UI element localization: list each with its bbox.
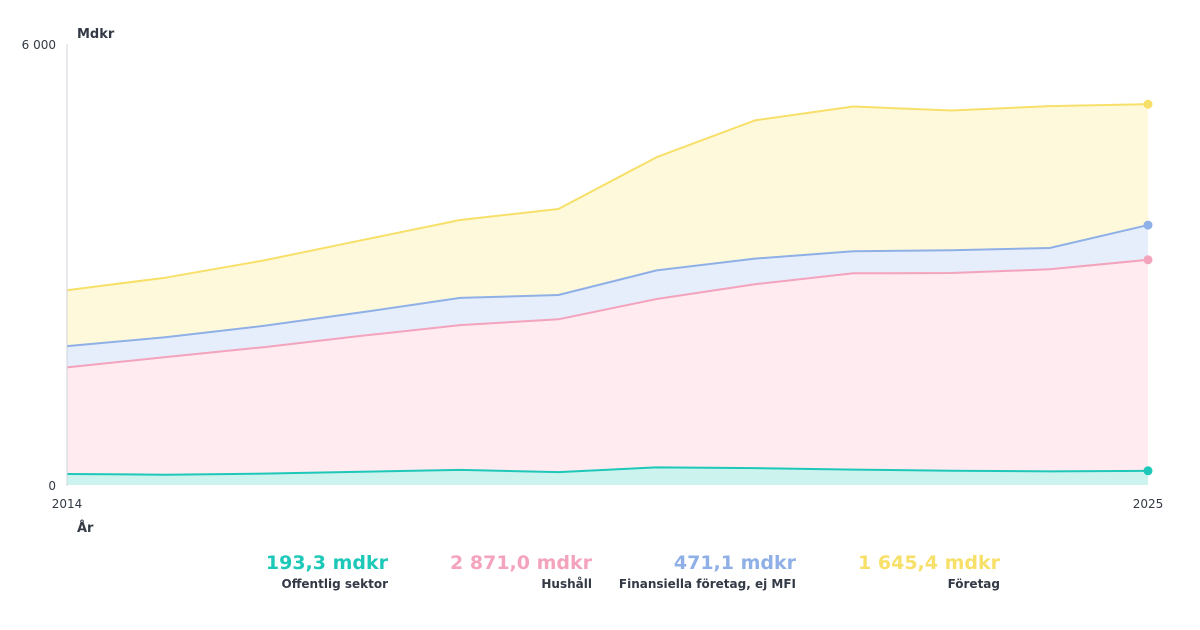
legend-item-hushall: 2 871,0 mdkr Hushåll <box>402 550 592 592</box>
legend-series-name: Finansiella företag, ej MFI <box>618 577 796 591</box>
legend: 193,3 mdkr Offentlig sektor 2 871,0 mdkr… <box>0 550 1200 600</box>
area-finansiella-f-retag-ej-mfi <box>67 225 1148 368</box>
x-tick-label-end: 2025 <box>1133 497 1164 511</box>
line-f-retag <box>66 103 1149 292</box>
line-layer <box>66 103 1149 476</box>
endpoint-dot-finansiella-f-retag-ej-mfi[interactable] <box>1143 220 1153 230</box>
line-offentlig-sektor <box>66 466 1149 476</box>
x-unit-label: År <box>77 520 94 536</box>
y-tick-label-max: 6 000 <box>22 38 56 52</box>
y-tick-label-zero: 0 <box>48 479 56 493</box>
legend-value: 2 871,0 mdkr <box>450 552 592 574</box>
area-layer <box>67 104 1148 485</box>
endpoint-dot-f-retag[interactable] <box>1143 99 1153 109</box>
legend-series-name: Hushåll <box>541 577 592 591</box>
x-tick-label-start: 2014 <box>52 497 83 511</box>
legend-item-foretag: 1 645,4 mdkr Företag <box>808 550 1000 592</box>
legend-value: 471,1 mdkr <box>673 552 796 574</box>
line-finansiella-f-retag-ej-mfi <box>66 224 1149 348</box>
endpoint-dot-hush-ll[interactable] <box>1143 255 1153 265</box>
endpoint-dots <box>1143 99 1153 476</box>
area-hush-ll <box>67 259 1148 475</box>
area-f-retag <box>67 104 1148 347</box>
endpoint-dot-offentlig-sektor[interactable] <box>1143 466 1153 476</box>
legend-item-offentlig-sektor: 193,3 mdkr Offentlig sektor <box>200 550 388 592</box>
legend-item-finansiella-foretag: 471,1 mdkr Finansiella företag, ej MFI <box>604 550 796 592</box>
legend-series-name: Offentlig sektor <box>281 577 389 591</box>
stacked-area-chart: Mdkr 6 000 0 2014 2025 År <box>22 27 1164 536</box>
y-unit-label: Mdkr <box>77 27 115 42</box>
line-hush-ll <box>66 258 1149 369</box>
legend-series-name: Företag <box>947 577 1000 591</box>
legend-value: 193,3 mdkr <box>265 552 388 574</box>
area-offentlig-sektor <box>67 467 1148 485</box>
legend-value: 1 645,4 mdkr <box>858 552 1000 574</box>
